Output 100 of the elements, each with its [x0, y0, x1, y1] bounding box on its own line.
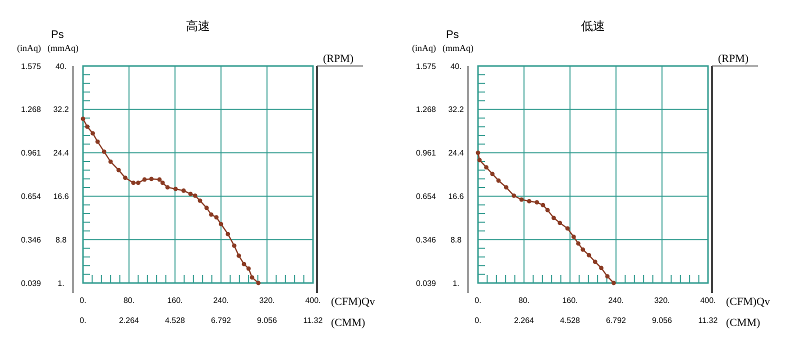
point — [576, 241, 580, 246]
point — [592, 260, 598, 264]
y2-tick-label: 0.961 — [20, 148, 42, 158]
x2-tick-label: 4.528 — [560, 316, 581, 325]
y2-axis-title: (inAq) — [17, 43, 41, 53]
point — [599, 266, 604, 270]
y2-tick-label: 1.268 — [416, 105, 437, 114]
point — [85, 124, 90, 129]
y-tick-label: 32.2 — [448, 105, 464, 114]
x-tick-label: 400. — [305, 296, 321, 305]
point — [571, 234, 576, 240]
x-tick-label: 400. — [700, 296, 716, 305]
point — [605, 274, 610, 279]
point — [512, 193, 516, 198]
point — [165, 185, 170, 190]
x2-axis-title: (CMM) — [331, 317, 366, 329]
x-tick-label: 0. — [474, 296, 482, 305]
text: Ps — [51, 29, 64, 41]
y-tick-label: 8.8 — [450, 235, 462, 244]
y2-tick-label: 0.654 — [20, 192, 42, 201]
point — [136, 180, 140, 186]
point — [477, 158, 482, 162]
point — [552, 216, 556, 220]
point — [188, 192, 193, 196]
y-tick-label: 24.4 — [53, 148, 70, 158]
x-axis-title: (CFM)Qv — [331, 296, 376, 308]
point — [540, 202, 546, 208]
y-tick-label: 16.6 — [53, 192, 70, 201]
y-tick-label: 8.8 — [55, 235, 68, 244]
point — [256, 280, 261, 286]
y-tick-label: 24.4 — [448, 148, 464, 158]
x2-tick-label: 0. — [80, 316, 86, 325]
y-tick-label: 32.2 — [53, 105, 70, 114]
x-axis-title: (CFM)Qv — [726, 296, 771, 308]
x-tick-label: 240. — [213, 296, 229, 305]
point — [198, 198, 202, 203]
y2-tick-label: 0.039 — [416, 278, 437, 288]
x2-tick-label: 9.056 — [256, 316, 278, 325]
point — [580, 247, 586, 252]
y2-tick-label: 1.268 — [20, 105, 42, 114]
point — [149, 176, 154, 182]
x2-tick-label: 6.792 — [210, 316, 232, 325]
x-tick-label: 160. — [562, 296, 578, 305]
y-axis-title: (mmAq) — [442, 43, 474, 53]
point — [102, 149, 106, 154]
x2-axis-title: (CMM) — [726, 317, 761, 329]
x-tick-label: 320. — [654, 296, 670, 305]
point — [476, 150, 480, 155]
x-tick-label: 80. — [518, 296, 530, 305]
y-tick-label: 1. — [58, 278, 64, 288]
point — [142, 177, 147, 182]
point — [612, 280, 616, 286]
point — [250, 275, 254, 280]
y2-tick-label: 0.039 — [20, 278, 42, 288]
point — [246, 266, 251, 271]
point — [204, 206, 209, 210]
point — [173, 186, 178, 192]
y-tick-label: 40. — [55, 62, 67, 71]
point — [209, 212, 214, 217]
point — [545, 208, 550, 212]
y-tick-label: 16.6 — [448, 192, 464, 201]
chart-title: 高速 — [186, 19, 210, 33]
point — [484, 165, 488, 170]
point — [131, 180, 136, 186]
y2-tick-label: 0.654 — [416, 192, 437, 201]
point — [565, 226, 570, 231]
x2-tick-label: 11.32 — [698, 316, 718, 325]
x2-tick-label: 9.056 — [652, 316, 673, 325]
point — [95, 139, 100, 144]
point — [123, 176, 128, 180]
point — [90, 131, 95, 136]
point — [157, 177, 162, 182]
point — [214, 215, 219, 220]
text: (RPM) — [323, 53, 354, 65]
point — [586, 252, 592, 258]
x2-tick-label: 2.264 — [514, 316, 535, 325]
x-tick-label: 320. — [259, 296, 275, 305]
x2-tick-label: 4.528 — [164, 316, 186, 325]
point — [181, 188, 186, 193]
point — [116, 168, 121, 172]
chart-title: 低速 — [581, 19, 605, 33]
point — [490, 172, 495, 176]
point — [80, 116, 86, 122]
point — [504, 185, 508, 190]
y2-tick-label: 1.575 — [416, 62, 437, 71]
x2-tick-label: 11.32 — [303, 316, 324, 325]
x2-tick-label: 2.264 — [118, 316, 140, 325]
point — [519, 197, 524, 202]
y2-tick-label: 0.346 — [20, 235, 42, 244]
point — [526, 199, 532, 204]
x2-tick-label: 0. — [474, 316, 482, 325]
y2-tick-label: 0.346 — [416, 235, 437, 244]
x2-tick-label: 6.792 — [606, 316, 627, 325]
point — [236, 254, 242, 258]
text: (RPM) — [718, 53, 749, 65]
point — [108, 160, 113, 164]
point — [534, 200, 540, 205]
x-tick-label: 240. — [608, 296, 624, 305]
y-axis-title: (mmAq) — [48, 43, 78, 53]
text: Ps — [446, 29, 460, 41]
